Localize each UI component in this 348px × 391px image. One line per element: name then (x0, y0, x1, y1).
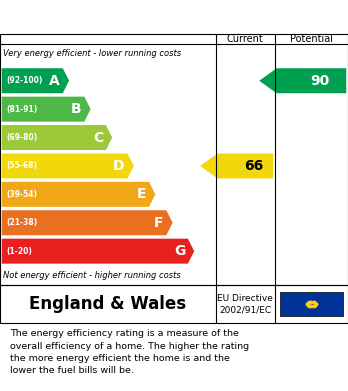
Text: (55-68): (55-68) (6, 161, 37, 170)
Text: The energy efficiency rating is a measure of the
overall efficiency of a home. T: The energy efficiency rating is a measur… (10, 329, 250, 375)
Polygon shape (2, 239, 194, 264)
Text: B: B (71, 102, 81, 116)
Polygon shape (2, 97, 90, 122)
Polygon shape (2, 182, 155, 207)
Polygon shape (2, 210, 173, 235)
Text: F: F (154, 216, 164, 230)
Text: (21-38): (21-38) (6, 218, 37, 227)
Polygon shape (2, 153, 134, 178)
Polygon shape (2, 125, 112, 150)
Text: Very energy efficient - lower running costs: Very energy efficient - lower running co… (3, 50, 182, 59)
Polygon shape (200, 153, 273, 178)
Text: (92-100): (92-100) (6, 76, 42, 85)
Bar (280, 292, 343, 316)
Text: 66: 66 (244, 159, 264, 173)
Text: D: D (113, 159, 125, 173)
Text: (39-54): (39-54) (6, 190, 37, 199)
Text: Not energy efficient - higher running costs: Not energy efficient - higher running co… (3, 271, 181, 280)
Text: Potential: Potential (290, 34, 333, 44)
Text: (81-91): (81-91) (6, 105, 37, 114)
Text: E: E (137, 187, 146, 201)
Text: 90: 90 (310, 74, 330, 88)
Text: Energy Efficiency Rating: Energy Efficiency Rating (10, 10, 220, 25)
Text: G: G (174, 244, 185, 258)
Polygon shape (259, 68, 346, 93)
Text: (1-20): (1-20) (6, 247, 32, 256)
Text: (69-80): (69-80) (6, 133, 37, 142)
Polygon shape (2, 68, 69, 93)
Text: Current: Current (227, 34, 264, 44)
Text: C: C (93, 131, 103, 145)
Text: A: A (49, 74, 60, 88)
Text: England & Wales: England & Wales (29, 295, 187, 313)
Text: EU Directive
2002/91/EC: EU Directive 2002/91/EC (218, 294, 273, 314)
